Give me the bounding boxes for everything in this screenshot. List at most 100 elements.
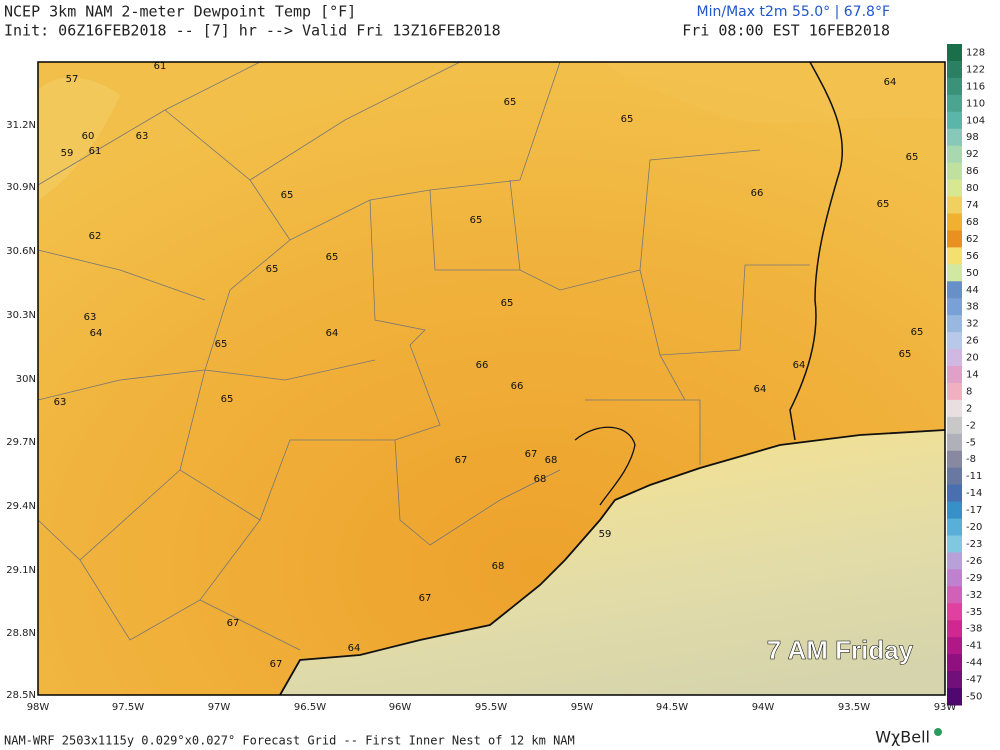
lat-label: 29.4N — [6, 501, 36, 512]
colorbar-label: 74 — [966, 200, 979, 211]
value-label: 62 — [89, 231, 102, 242]
lat-label: 31.2N — [6, 120, 36, 131]
lon-label: 96W — [389, 702, 412, 713]
value-label: 65 — [470, 215, 483, 226]
value-label: 63 — [136, 131, 149, 142]
colorbar-swatch — [947, 382, 962, 401]
colorbar-swatch — [947, 637, 962, 655]
colorbar-label: 68 — [966, 217, 979, 228]
colorbar-swatch — [947, 332, 962, 350]
value-label: 65 — [501, 298, 514, 309]
colorbar-label: 62 — [966, 234, 979, 245]
lon-label: 93.5W — [838, 702, 870, 713]
colorbar-swatch — [947, 518, 962, 537]
value-label: 66 — [511, 381, 524, 392]
colorbar-label: 122 — [966, 64, 985, 75]
colorbar-swatch — [947, 145, 962, 164]
value-label: 67 — [419, 593, 432, 604]
colorbar-label: -32 — [966, 590, 982, 601]
colorbar-swatch — [947, 450, 962, 469]
lon-label: 94.5W — [656, 702, 688, 713]
title: NCEP 3km NAM 2-meter Dewpoint Temp [°F] — [4, 3, 356, 21]
value-label: 65 — [504, 97, 517, 108]
colorbar: 128 122 116 110 104 98 92 86 80 74 68 62 56 50 44 38 32 2… — [947, 44, 985, 706]
brand-icon — [934, 728, 942, 736]
value-label: 65 — [621, 114, 634, 125]
colorbar-label: -8 — [966, 454, 976, 465]
lat-label: 30.6N — [6, 246, 36, 257]
lon-label: 93W — [934, 702, 957, 713]
value-label: 68 — [534, 474, 547, 485]
colorbar-label: -2 — [966, 420, 976, 431]
value-label: 57 — [66, 74, 79, 85]
bay-outline — [574, 426, 636, 506]
colorbar-swatch — [947, 349, 962, 367]
lon-label: 96.5W — [294, 702, 326, 713]
lon-label: 98W — [27, 702, 50, 713]
colorbar-label: 14 — [966, 370, 979, 381]
map: 57 61 60 63 59 61 65 65 64 65 65 66 65 65 62 65 65 65 63 64… — [37, 61, 946, 696]
colorbar-swatch — [947, 416, 962, 435]
colorbar-swatch — [947, 620, 962, 638]
brand: WχBell — [875, 728, 930, 747]
colorbar-label: -17 — [966, 505, 982, 516]
colorbar-swatch — [947, 247, 962, 265]
colorbar-label: 2 — [966, 403, 972, 414]
colorbar-label: -47 — [966, 675, 982, 686]
colorbar-swatch — [947, 569, 962, 587]
lat-label: 28.5N — [6, 690, 36, 701]
value-label: 68 — [492, 561, 505, 572]
value-label: 64 — [326, 328, 339, 339]
overlay-label: 7 AM Friday — [767, 635, 914, 665]
colorbar-swatch — [947, 44, 962, 62]
colorbar-swatch — [947, 281, 962, 299]
lat-label: 30.3N — [6, 310, 36, 321]
colorbar-label: -23 — [966, 539, 982, 550]
colorbar-swatch — [947, 315, 962, 333]
value-label: 59 — [61, 148, 74, 159]
colorbar-label: 26 — [966, 336, 979, 347]
gulf — [280, 430, 945, 695]
colorbar-label: 44 — [966, 285, 979, 296]
colorbar-swatch — [947, 501, 962, 520]
colorbar-label: -5 — [966, 437, 976, 448]
colorbar-swatch — [947, 603, 962, 621]
colorbar-swatch — [947, 162, 962, 181]
colorbar-swatch — [947, 60, 962, 79]
value-label: 68 — [545, 455, 558, 466]
value-label: 65 — [281, 190, 294, 201]
colorbar-swatch — [947, 484, 962, 503]
value-label: 66 — [751, 188, 764, 199]
value-label: 65 — [911, 327, 924, 338]
value-label: 63 — [54, 397, 67, 408]
colorbar-swatch — [947, 586, 962, 604]
colorbar-label: 32 — [966, 319, 979, 330]
colorbar-label: -35 — [966, 607, 982, 618]
colorbar-label: 104 — [966, 115, 985, 126]
lat-label: 28.8N — [6, 628, 36, 639]
lon-label: 97W — [208, 702, 231, 713]
colorbar-label: 92 — [966, 149, 979, 160]
lat-label: 29.1N — [6, 565, 36, 576]
colorbar-label: 98 — [966, 132, 979, 143]
colorbar-swatch — [947, 654, 962, 672]
colorbar-label: 128 — [966, 47, 985, 58]
colorbar-label: -50 — [966, 692, 982, 703]
colorbar-swatch — [947, 77, 962, 96]
value-label: 67 — [270, 659, 283, 670]
value-label: 65 — [877, 199, 890, 210]
colorbar-label: 80 — [966, 183, 979, 194]
lat-label: 29.7N — [6, 437, 36, 448]
value-label: 64 — [793, 360, 806, 371]
colorbar-label: -14 — [966, 488, 982, 499]
value-label: 65 — [326, 252, 339, 263]
map-frame — [37, 61, 946, 696]
init-line: Init: 06Z16FEB2018 -- [7] hr --> Valid F… — [4, 22, 501, 40]
colorbar-swatch — [947, 179, 962, 198]
colorbar-label: 20 — [966, 353, 979, 364]
value-label: 65 — [906, 152, 919, 163]
value-label: 65 — [899, 349, 912, 360]
value-label: 61 — [89, 146, 102, 157]
colorbar-swatch — [947, 366, 962, 384]
colorbar-swatch — [947, 433, 962, 452]
